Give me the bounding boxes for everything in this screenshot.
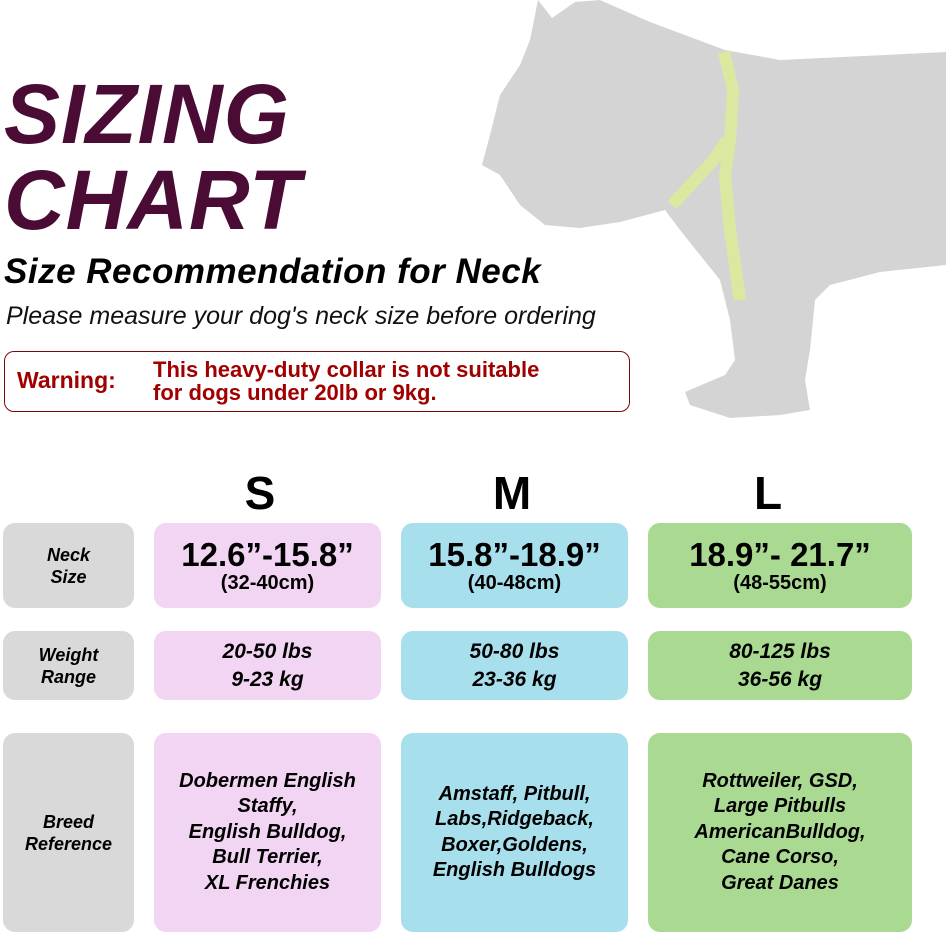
row-label-weight-range: Weight Range xyxy=(3,631,134,700)
breed-reference-m: Amstaff, Pitbull, Labs,Ridgeback, Boxer,… xyxy=(401,733,628,932)
breed-line: Large Pitbulls xyxy=(713,795,847,818)
breed-line: Labs,Ridgeback, xyxy=(435,808,594,830)
weight-kg: 9-23 kg xyxy=(231,667,304,691)
size-header-m: M xyxy=(492,467,532,519)
measuring-tape xyxy=(718,50,746,301)
neck-cm: (32-40cm) xyxy=(220,571,315,594)
neck-inches: 15.8”-18.9” xyxy=(428,535,601,573)
warning-box: Warning: This heavy-duty collar is not s… xyxy=(4,351,630,412)
weight-range-m: 50-80 lbs 23-36 kg xyxy=(401,631,628,700)
breed-line: Rottweiler, GSD, xyxy=(702,769,858,792)
dog-body xyxy=(482,0,946,418)
title-sizing: SIZING xyxy=(4,67,291,161)
neck-cm: (48-55cm) xyxy=(733,571,827,594)
breed-line: Amstaff, Pitbull, xyxy=(438,782,591,805)
weight-kg: 36-56 kg xyxy=(737,667,823,691)
neck-size-s: 12.6”-15.8” (32-40cm) xyxy=(154,523,381,608)
label-text: Neck xyxy=(46,544,91,565)
breed-line: Boxer,Goldens, xyxy=(441,833,588,856)
breed-line: Dobermen English xyxy=(179,769,356,792)
breed-line: English Bulldogs xyxy=(432,859,597,881)
label-text: Reference xyxy=(24,833,113,854)
title-chart: CHART xyxy=(4,153,302,247)
instruction-text: Please measure your dog's neck size befo… xyxy=(6,302,596,330)
breed-reference-l: Rottweiler, GSD, Large Pitbulls American… xyxy=(648,733,912,932)
measuring-tape-collar xyxy=(667,136,732,210)
label-text: Range xyxy=(40,666,96,687)
label-text: Weight xyxy=(38,644,99,665)
breed-line: AmericanBulldog, xyxy=(694,820,866,843)
breed-line: Cane Corso, xyxy=(721,846,839,869)
neck-size-m: 15.8”-18.9” (40-48cm) xyxy=(401,523,628,608)
neck-cm: (40-48cm) xyxy=(467,571,562,594)
dog-silhouette-icon xyxy=(482,0,946,418)
label-text: Breed xyxy=(42,811,95,832)
warning-text: This heavy-duty collar is not suitable f… xyxy=(153,358,539,404)
weight-range-l: 80-125 lbs 36-56 kg xyxy=(648,631,912,700)
breed-line: Bull Terrier, xyxy=(212,846,323,869)
warning-label: Warning: xyxy=(17,367,116,393)
neck-inches: 18.9”- 21.7” xyxy=(689,535,871,573)
size-header-l: L xyxy=(753,467,783,519)
breed-reference-s: Dobermen English Staffy, English Bulldog… xyxy=(154,733,381,932)
neck-size-l: 18.9”- 21.7” (48-55cm) xyxy=(648,523,912,608)
weight-lbs: 80-125 lbs xyxy=(729,639,831,663)
warning-text-line: for dogs under 20lb or 9kg. xyxy=(153,380,437,405)
breed-line: Staffy, xyxy=(237,795,298,818)
row-label-neck-size: Neck Size xyxy=(3,523,134,608)
weight-range-s: 20-50 lbs 9-23 kg xyxy=(154,631,381,700)
weight-lbs: 20-50 lbs xyxy=(222,639,313,663)
weight-kg: 23-36 kg xyxy=(472,667,557,691)
weight-lbs: 50-80 lbs xyxy=(469,639,560,663)
warning-text-line: This heavy-duty collar is not suitable xyxy=(153,357,540,382)
row-label-breed-reference: Breed Reference xyxy=(3,733,134,932)
breed-line: Great Danes xyxy=(721,871,839,894)
breed-line: XL Frenchies xyxy=(204,871,331,894)
subtitle: Size Recommendation for Neck xyxy=(4,252,542,291)
neck-inches: 12.6”-15.8” xyxy=(181,535,354,573)
size-header-s: S xyxy=(244,467,276,519)
breed-line: English Bulldog, xyxy=(188,820,347,843)
label-text: Size xyxy=(50,566,87,587)
